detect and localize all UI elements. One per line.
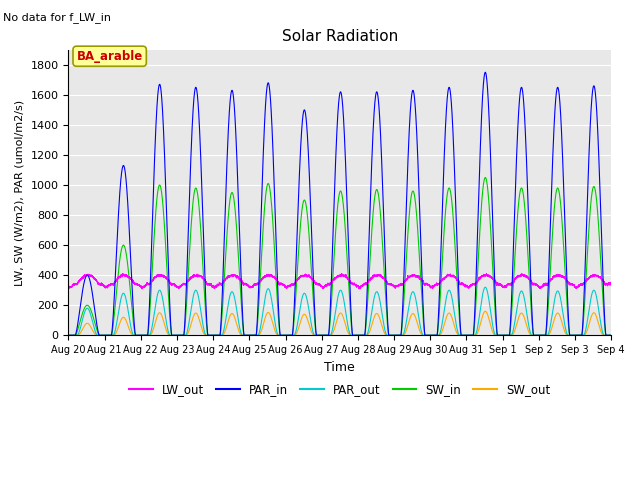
PAR_out [81,310,88,316]
Title: Solar Radiation: Solar Radiation [282,29,398,44]
SW_out [464,333,472,338]
SW_in [464,333,472,338]
Line: LW_out: LW_out [68,274,611,288]
PAR_in [100,333,108,338]
SW_in [65,333,72,338]
SW_in [607,333,615,338]
PAR_out [391,333,399,338]
LW_out [349,281,357,287]
PAR_out [349,333,357,338]
PAR_in [81,278,88,284]
PAR_in [349,333,357,338]
LW_out [65,283,72,288]
PAR_in [391,333,399,338]
PAR_out [65,333,72,338]
Legend: LW_out, PAR_in, PAR_out, SW_in, SW_out: LW_out, PAR_in, PAR_out, SW_in, SW_out [124,378,556,401]
PAR_out [464,333,472,338]
X-axis label: Time: Time [324,360,355,373]
LW_out [100,284,108,289]
PAR_in [464,333,472,338]
PAR_in [481,70,489,75]
SW_out [481,308,489,314]
SW_in [481,175,489,180]
PAR_out [100,333,108,338]
PAR_in [294,214,301,220]
PAR_out [481,284,489,290]
LW_out [119,271,127,276]
PAR_in [607,333,615,338]
PAR_out [607,333,615,338]
LW_out [356,286,364,291]
SW_in [100,333,108,338]
LW_out [464,285,472,290]
SW_in [294,261,301,267]
LW_out [607,281,615,287]
LW_out [294,276,301,282]
SW_out [607,333,615,338]
Y-axis label: LW, SW (W/m2), PAR (umol/m2/s): LW, SW (W/m2), PAR (umol/m2/s) [15,99,25,286]
Line: PAR_in: PAR_in [68,72,611,336]
PAR_in [65,333,72,338]
SW_out [294,328,301,334]
SW_in [81,305,88,311]
LW_out [391,285,399,290]
SW_out [100,333,108,338]
Line: PAR_out: PAR_out [68,287,611,336]
SW_out [391,333,399,338]
SW_out [81,323,88,329]
Line: SW_out: SW_out [68,311,611,336]
Line: SW_in: SW_in [68,178,611,336]
SW_out [349,333,357,338]
PAR_out [294,320,301,325]
Text: No data for f_LW_in: No data for f_LW_in [3,12,111,23]
Text: BA_arable: BA_arable [77,50,143,63]
SW_out [65,333,72,338]
SW_in [391,333,399,338]
LW_out [81,273,88,278]
SW_in [349,333,357,338]
